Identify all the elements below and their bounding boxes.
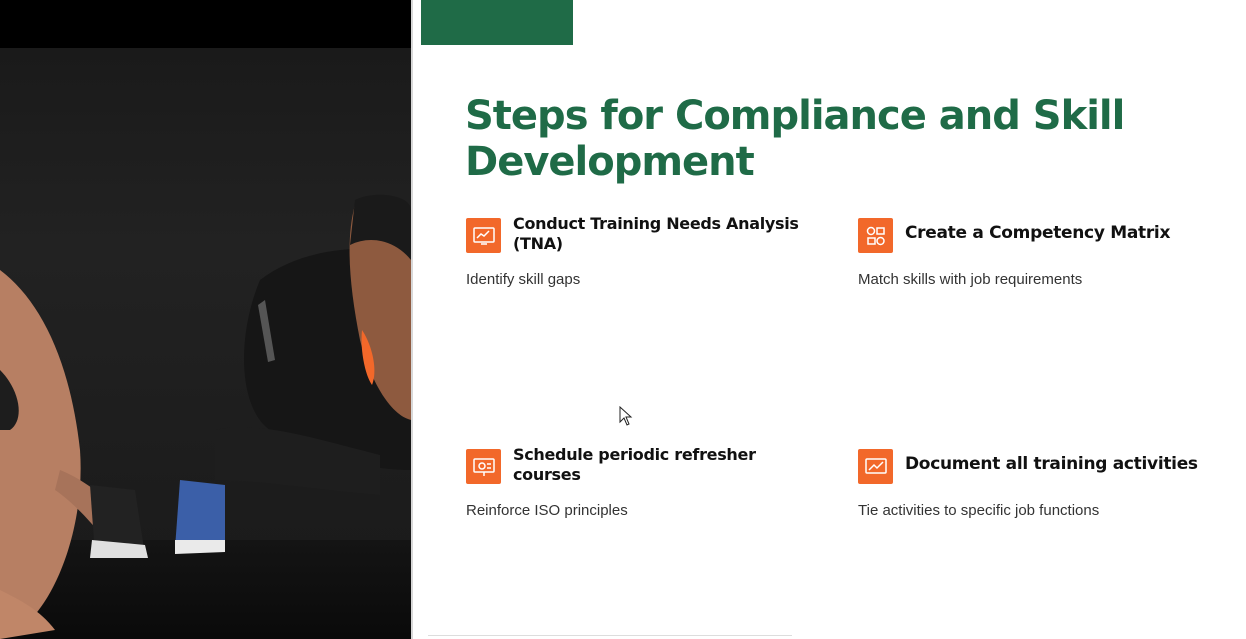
mouse-cursor-icon	[619, 406, 633, 426]
athletes-silhouette	[0, 194, 411, 639]
step-title: Conduct Training Needs Analysis (TNA)	[513, 214, 799, 253]
step-description: Tie activities to specific job functions	[858, 502, 1100, 519]
athletes-photo	[0, 0, 411, 639]
panel-divider	[411, 0, 413, 639]
matrix-icon	[858, 218, 893, 253]
step-title: Document all training activities	[905, 454, 1198, 474]
accent-bar	[421, 0, 573, 45]
step-title: Schedule periodic refresher courses	[513, 445, 756, 484]
photo-top-band	[0, 0, 411, 48]
step-description: Identify skill gaps	[466, 271, 581, 288]
step-description: Match skills with job requirements	[858, 271, 1083, 288]
slide-title: Steps for Compliance and Skill Developme…	[465, 93, 1125, 185]
step-title: Create a Competency Matrix	[905, 223, 1171, 243]
trend-chart-icon	[858, 449, 893, 484]
photo-floor	[0, 540, 411, 639]
analysis-chart-icon	[466, 218, 501, 253]
bottom-divider	[428, 635, 792, 636]
presentation-icon	[466, 449, 501, 484]
step-description: Reinforce ISO principles	[466, 502, 628, 519]
